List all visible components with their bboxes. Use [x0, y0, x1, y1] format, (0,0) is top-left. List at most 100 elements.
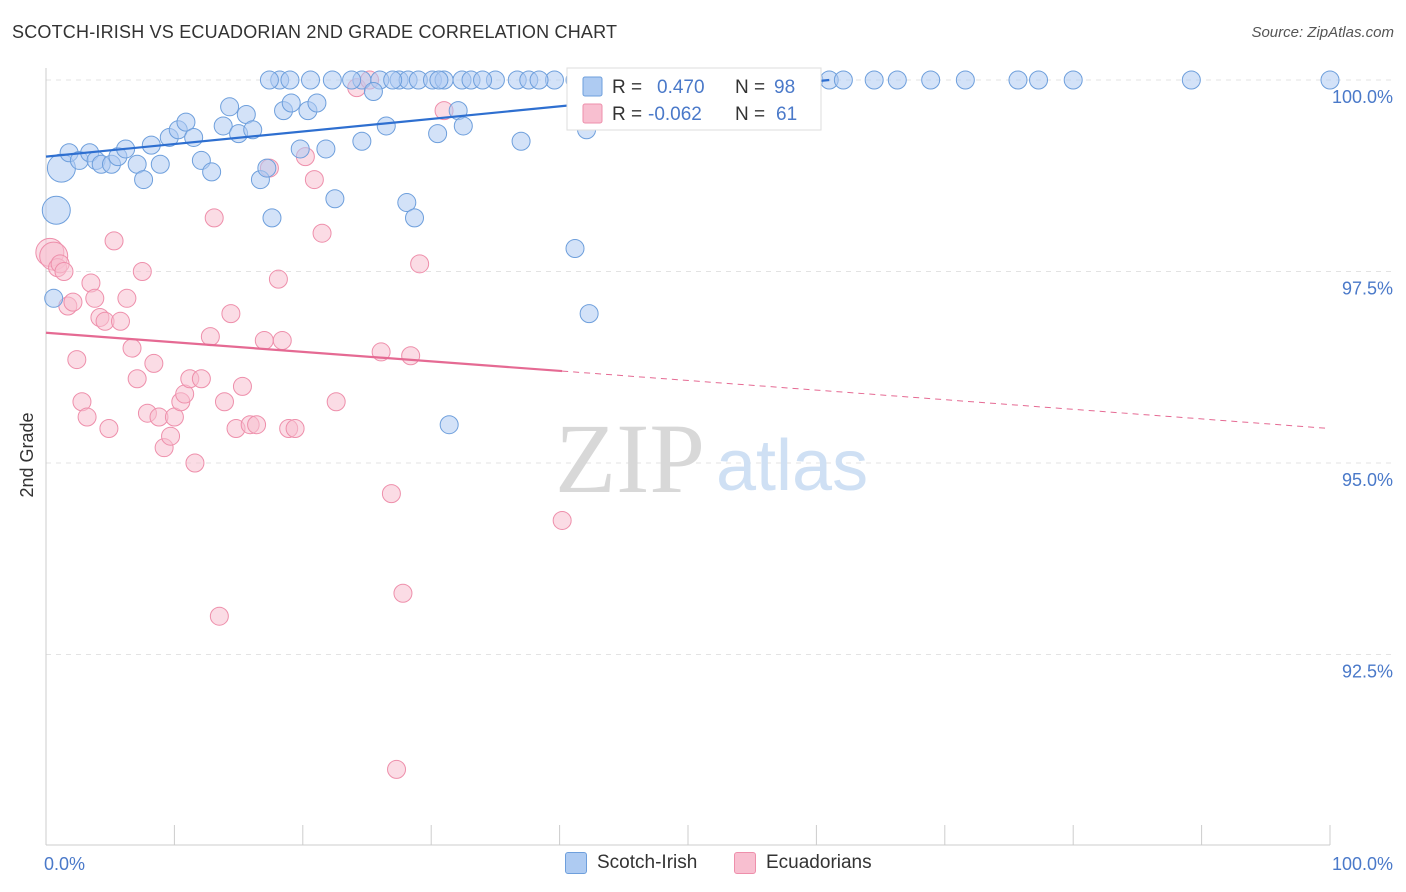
y-tick-label-1: 97.5% [1342, 279, 1393, 299]
ecuadorians-point-17 [117, 288, 137, 308]
scotch-irish-point-85 [44, 288, 64, 308]
source-credit: Source: ZipAtlas.com [1251, 24, 1394, 41]
scotch-irish-point-65 [281, 93, 301, 113]
scotch-irish-point-52 [176, 112, 196, 132]
ecuadorians-point-14 [99, 419, 119, 439]
scotch-irish-point-62 [257, 158, 277, 178]
ecuadorians-point-11 [85, 288, 105, 308]
scotch-irish-point-36 [1320, 70, 1340, 90]
ecuadorians-point-34 [209, 606, 229, 626]
scotch-irish-point-35 [1181, 70, 1201, 90]
legend-item-scotch-irish[interactable]: Scotch-Irish [565, 852, 697, 874]
ecuadorians-point-18 [122, 338, 142, 358]
legend-pink-n-label: N = [735, 104, 765, 125]
watermark: ZIP atlas [555, 403, 868, 514]
scotch-irish-point-1 [280, 70, 300, 90]
scotch-irish-point-90 [429, 70, 449, 90]
ecuadorians-label: Ecuadorians [766, 852, 872, 873]
scotch-irish-point-28 [833, 70, 853, 90]
scotch-irish-point-93 [301, 70, 321, 90]
scotch-irish-point-97 [864, 70, 884, 90]
scotch-irish-point-91 [383, 70, 403, 90]
legend-pink-n-value: 61 [776, 104, 797, 125]
ecuadorians-point-20 [132, 262, 152, 281]
legend-pink-swatch [582, 103, 603, 124]
ecuadorians-point-22 [144, 353, 164, 373]
scotch-irish-point-29 [887, 70, 907, 90]
scotch-irish-point-82 [579, 304, 599, 324]
axes [45, 68, 1331, 846]
scotch-irish-point-2 [322, 70, 342, 90]
scotch-irish-point-30 [921, 70, 941, 90]
ecuadorians-point-38 [232, 376, 252, 396]
ecuadorians-point-60 [552, 510, 572, 530]
legend-pink-r-value: -0.062 [648, 104, 702, 125]
scotch-irish-swatch [565, 852, 587, 874]
ecuadorians-point-49 [312, 223, 332, 243]
ecuadorians-point-9 [77, 407, 97, 427]
legend-blue-r-label: R = [612, 77, 642, 98]
ecuadorians-point-31 [191, 369, 211, 389]
scotch-irish-point-73 [376, 116, 396, 136]
scotch-irish-label: Scotch-Irish [597, 852, 698, 873]
legend-blue-r-value: 0.470 [657, 77, 705, 98]
scotch-irish-point-94 [259, 70, 279, 90]
ecuadorians-point-25 [161, 426, 181, 446]
ecuadorians-point-16 [110, 311, 130, 331]
series-ecuadorians [35, 70, 572, 779]
y-tick-label-0: 100.0% [1332, 87, 1393, 107]
ecuadorians-point-50 [326, 392, 346, 412]
scotch-irish-point-47 [134, 170, 154, 190]
scotch-irish-point-34 [1063, 70, 1083, 90]
ecuadorians-point-41 [254, 330, 274, 350]
scotch-irish-point-89 [473, 70, 493, 90]
scotch-irish-point-75 [405, 208, 425, 228]
ecuadorians-point-48 [304, 170, 324, 190]
scotch-irish-point-49 [150, 154, 170, 174]
ecuadorians-point-55 [387, 759, 407, 779]
grid [46, 79, 1392, 655]
x-tick-label-max: 100.0% [1332, 854, 1393, 874]
scotch-irish-point-66 [290, 139, 310, 159]
ecuadorians-point-32 [200, 327, 220, 347]
legend-pink-r-label: R = [612, 104, 642, 125]
scotch-irish-point-32 [1008, 70, 1028, 90]
legend-blue-n-value: 98 [774, 77, 795, 98]
scotch-irish-point-57 [220, 97, 240, 117]
ecuadorians-point-35 [214, 392, 234, 412]
legend-item-ecuadorians[interactable]: Ecuadorians [734, 852, 872, 874]
ecuadorians-point-43 [268, 269, 288, 289]
scotch-irish-point-33 [1029, 70, 1049, 90]
scotch-irish-point-56 [213, 116, 233, 136]
tick-labels: 100.0% 97.5% 95.0% 92.5% 0.0% 100.0% [44, 87, 1393, 874]
y-tick-label-2: 95.0% [1342, 470, 1393, 490]
watermark-atlas: atlas [716, 426, 868, 506]
scotch-irish-point-55 [202, 162, 222, 182]
scotch-irish-point-69 [316, 139, 336, 159]
legend-blue-n-label: N = [735, 77, 765, 98]
series-legend: Scotch-Irish Ecuadorians [0, 852, 1406, 878]
scotch-irish-point-80 [565, 239, 585, 259]
scotch-irish-point-60 [243, 120, 263, 140]
ecuadorians-point-19 [127, 369, 147, 389]
ecuadorians-point-56 [393, 583, 413, 603]
scotch-irish-point-76 [428, 124, 448, 144]
scotch-irish-point-79 [511, 131, 531, 151]
scotch-irish-point-31 [955, 70, 975, 90]
scotch-irish-point-72 [363, 81, 383, 101]
ecuadorians-point-7 [67, 350, 87, 370]
ecuadorians-point-54 [381, 484, 401, 504]
chart-title: SCOTCH-IRISH VS ECUADORIAN 2ND GRADE COR… [12, 22, 618, 42]
ecuadorians-point-44 [272, 330, 292, 350]
scotch-irish-point-84 [41, 195, 71, 225]
correlation-legend: R = 0.470 N = 98 R = -0.062 N = 61 [566, 67, 822, 131]
ecuadorians-point-33 [204, 208, 224, 228]
ecuadorians-point-6 [63, 292, 83, 312]
ecuadorians-point-4 [54, 262, 74, 281]
legend-blue-swatch [582, 76, 603, 97]
scotch-irish-point-92 [342, 70, 362, 90]
ecuadorians-trend-line [45, 331, 563, 373]
ecuadorians-point-40 [247, 415, 267, 435]
scotch-irish-point-88 [529, 70, 549, 90]
